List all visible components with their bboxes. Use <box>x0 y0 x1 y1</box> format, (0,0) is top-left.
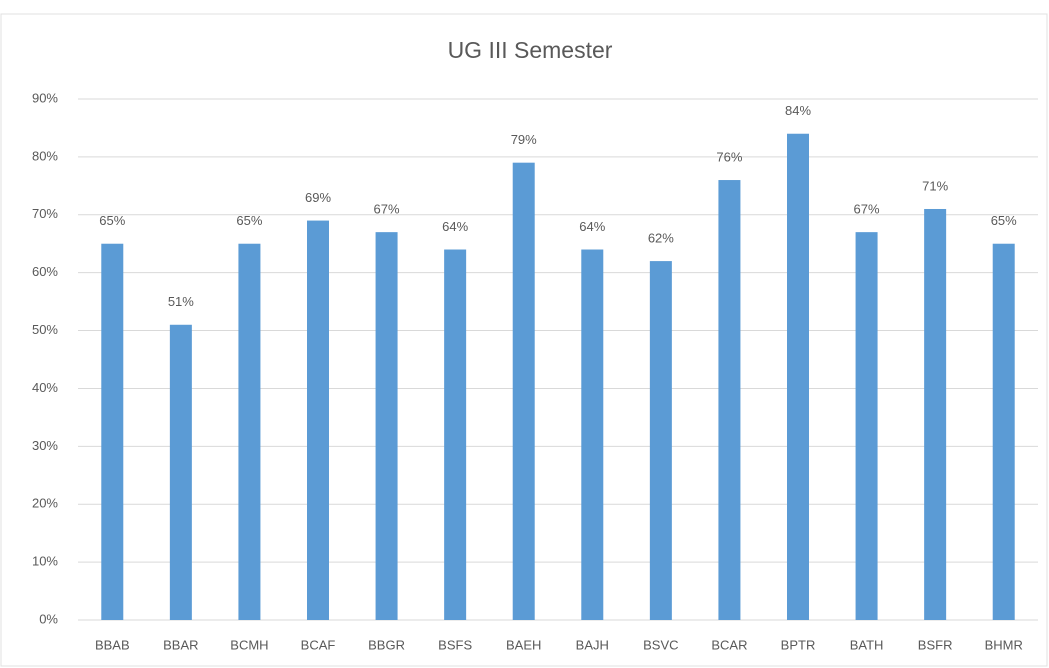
x-tick-label: BSFS <box>438 637 472 652</box>
bar <box>444 249 467 620</box>
x-tick-label: BCAR <box>711 637 747 652</box>
data-label: 79% <box>511 132 537 147</box>
data-label: 76% <box>716 149 742 164</box>
bar <box>101 243 124 620</box>
y-tick-label: 20% <box>32 496 58 511</box>
x-tick-label: BBGR <box>368 637 405 652</box>
bar <box>169 324 192 620</box>
data-label: 67% <box>854 202 880 217</box>
bar <box>238 243 261 620</box>
data-label: 71% <box>922 178 948 193</box>
data-label: 62% <box>648 231 674 246</box>
x-tick-label: BCMH <box>230 637 268 652</box>
data-label: 84% <box>785 103 811 118</box>
y-tick-label: 30% <box>32 438 58 453</box>
y-tick-label: 0% <box>39 611 58 626</box>
x-tick-label: BAJH <box>576 637 609 652</box>
data-label: 65% <box>991 213 1017 228</box>
bar <box>718 180 741 621</box>
bar <box>375 232 398 620</box>
y-tick-label: 80% <box>32 148 58 163</box>
y-tick-label: 90% <box>32 90 58 105</box>
bar <box>855 232 878 620</box>
bar <box>992 243 1015 620</box>
x-tick-label: BSVC <box>643 637 678 652</box>
x-tick-label: BCAF <box>301 637 336 652</box>
bar <box>787 133 809 620</box>
x-tick-label: BBAR <box>163 637 198 652</box>
data-label: 64% <box>579 219 605 234</box>
data-label: 65% <box>236 213 262 228</box>
y-tick-label: 60% <box>32 264 58 279</box>
x-tick-label: BSFR <box>918 637 953 652</box>
data-label: 51% <box>168 294 194 309</box>
bar <box>581 249 604 620</box>
data-label: 69% <box>305 190 331 205</box>
bar <box>512 162 535 620</box>
bar <box>649 261 672 620</box>
data-label: 65% <box>99 213 125 228</box>
data-label: 64% <box>442 219 468 234</box>
y-tick-label: 10% <box>32 554 58 569</box>
chart-title: UG III Semester <box>448 37 613 63</box>
x-tick-label: BBAB <box>95 637 130 652</box>
y-tick-label: 50% <box>32 322 58 337</box>
x-tick-label: BATH <box>850 637 884 652</box>
x-tick-label: BAEH <box>506 637 541 652</box>
data-label: 67% <box>374 202 400 217</box>
x-tick-label: BHMR <box>985 637 1023 652</box>
bar <box>924 208 947 620</box>
y-tick-label: 70% <box>32 206 58 221</box>
y-tick-label: 40% <box>32 380 58 395</box>
bar <box>307 220 329 621</box>
x-tick-label: BPTR <box>781 637 816 652</box>
